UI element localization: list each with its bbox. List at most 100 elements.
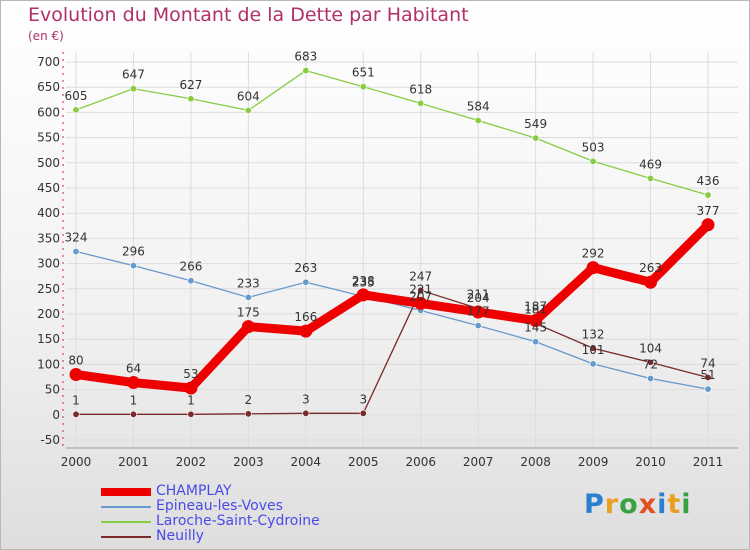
logo-letter: P (584, 489, 605, 520)
x-tick-label: 2009 (578, 455, 609, 469)
y-tick-label: 600 (37, 105, 60, 119)
data-label: 647 (122, 68, 145, 82)
x-tick-label: 2005 (348, 455, 379, 469)
data-point (241, 320, 255, 334)
data-point (359, 83, 367, 91)
grid (66, 52, 738, 448)
data-point (701, 218, 715, 232)
data-point (184, 381, 198, 395)
data-point (417, 99, 425, 107)
data-label: 233 (237, 276, 260, 290)
data-label: 64 (126, 362, 141, 376)
data-point (589, 157, 597, 165)
logo-letter: r (604, 489, 620, 520)
data-label: 104 (639, 341, 662, 355)
data-point (529, 314, 543, 328)
chart-title: Evolution du Montant de la Dette par Hab… (28, 4, 469, 26)
legend-swatch (101, 536, 151, 538)
data-point (532, 338, 540, 346)
y-tick-label: 450 (37, 181, 60, 195)
data-label: 204 (467, 291, 490, 305)
data-label: 181 (524, 303, 547, 317)
series-line-neuilly (75, 289, 709, 415)
x-tick-label: 2000 (61, 455, 92, 469)
data-label: 211 (467, 287, 490, 301)
data-label: 2 (245, 393, 253, 407)
data-label: 584 (467, 99, 490, 113)
data-point (244, 410, 252, 418)
data-point (647, 375, 655, 383)
data-labels: 605 647 627 604 683 651 618 584 549 503 469 436 324 2… (65, 50, 720, 408)
data-label: 175 (237, 306, 260, 320)
data-label: 263 (639, 261, 662, 275)
data-label: 469 (639, 157, 662, 171)
data-point (129, 85, 137, 93)
legend-swatch (101, 506, 151, 508)
data-label: 604 (237, 89, 260, 103)
data-point (302, 278, 310, 286)
series-lines (69, 67, 715, 418)
data-label: 1 (187, 393, 195, 407)
data-label: 503 (582, 140, 605, 154)
data-label: 132 (582, 327, 605, 341)
data-point (72, 106, 80, 114)
data-point (69, 367, 83, 381)
data-label: 292 (582, 247, 605, 261)
data-label: 51 (700, 368, 715, 382)
x-tick-label: 2002 (176, 455, 207, 469)
data-label: 683 (294, 50, 317, 64)
y-tick-label: 0 (52, 408, 60, 422)
data-label: 247 (409, 269, 432, 283)
data-point (187, 95, 195, 103)
data-label: 651 (352, 66, 375, 80)
x-tick-label: 2001 (118, 455, 149, 469)
data-label: 3 (302, 392, 310, 406)
x-tick-label: 2003 (233, 455, 264, 469)
chart-subtitle: (en €) (28, 29, 64, 43)
data-point (187, 410, 195, 418)
data-label: 324 (65, 231, 88, 245)
data-point (302, 409, 310, 417)
data-label: 1 (72, 393, 80, 407)
data-point (589, 344, 597, 352)
data-label: 80 (68, 353, 83, 367)
data-point (72, 248, 80, 256)
data-label: 436 (697, 174, 720, 188)
x-tick-label: 2011 (693, 455, 724, 469)
x-tick-label: 2007 (463, 455, 494, 469)
x-tick-label: 2008 (520, 455, 551, 469)
data-point (244, 293, 252, 301)
data-label: 1 (130, 393, 138, 407)
data-point (532, 134, 540, 142)
legend-swatch (101, 488, 151, 496)
data-point (474, 116, 482, 124)
data-label: 187 (524, 300, 547, 314)
y-tick-label: 100 (37, 357, 60, 371)
data-point (126, 376, 140, 390)
y-tick-label: 150 (37, 332, 60, 346)
data-point (417, 286, 425, 294)
y-tick-label: 500 (37, 156, 60, 170)
logo-letter: i (681, 489, 692, 520)
data-label: 377 (697, 204, 720, 218)
data-label: 618 (409, 82, 432, 96)
data-point (704, 385, 712, 393)
data-point (302, 67, 310, 75)
proxiti-logo: Proxiti (584, 489, 692, 520)
logo-letter: i (657, 489, 668, 520)
data-label: 266 (179, 260, 202, 274)
x-tick-label: 2004 (291, 455, 322, 469)
logo-letter: o (619, 489, 639, 520)
logo-letter: t (667, 489, 682, 520)
legend-label: CHAMPLAY (156, 483, 232, 499)
data-label: 238 (352, 274, 375, 288)
data-point (299, 324, 313, 338)
data-label: 605 (65, 89, 88, 103)
data-point (586, 261, 600, 275)
data-point (704, 374, 712, 382)
data-label: 221 (409, 282, 432, 296)
data-point (187, 277, 195, 285)
y-tick-label: 250 (37, 282, 60, 296)
